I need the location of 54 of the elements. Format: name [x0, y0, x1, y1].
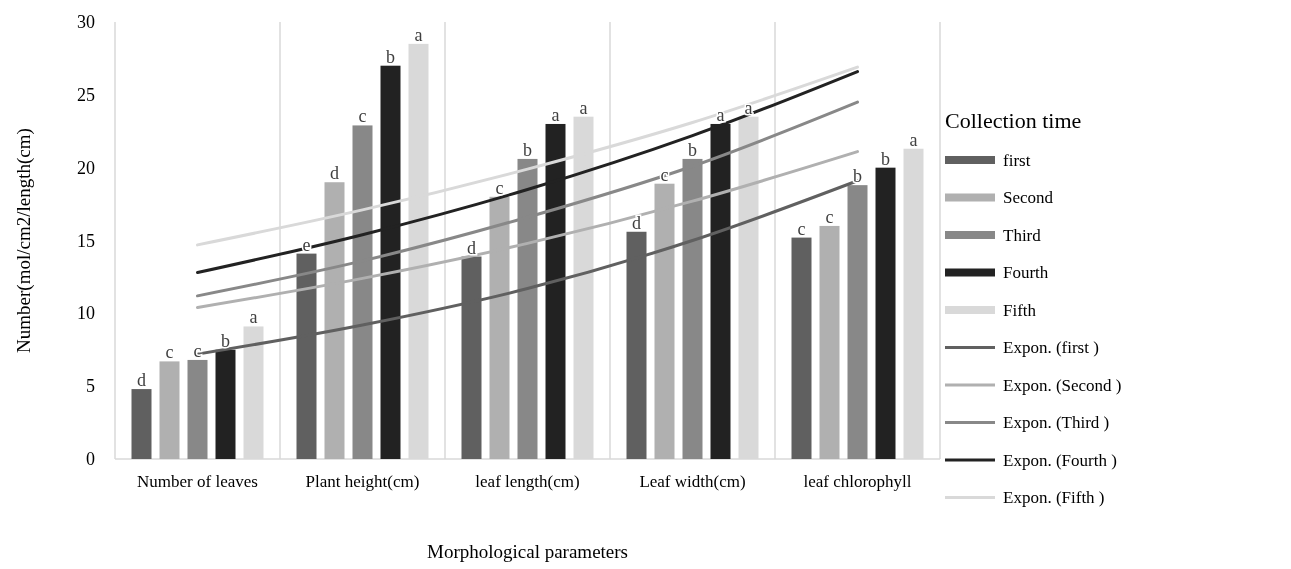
x-tick-label: Leaf width(cm) [639, 472, 746, 491]
legend-title: Collection time [945, 107, 1082, 133]
legend-label: Expon. (Third ) [1003, 413, 1110, 433]
data-label: c [495, 177, 504, 198]
bar [819, 225, 840, 459]
data-label: b [386, 46, 395, 67]
x-tick-label: Plant height(cm) [305, 472, 420, 491]
data-label: b [688, 139, 697, 160]
data-label: d [632, 212, 641, 233]
legend-label: Third [1003, 225, 1042, 245]
data-label: c [825, 206, 834, 227]
data-label: a [249, 307, 258, 328]
legend-label: Expon. (first ) [1003, 338, 1099, 358]
y-tick-label: 30 [77, 12, 95, 32]
data-label: a [579, 97, 588, 118]
data-label: b [881, 148, 890, 169]
y-tick-label: 0 [86, 449, 95, 469]
y-tick-label: 15 [77, 230, 95, 251]
data-label: c [797, 218, 806, 239]
y-tick-label: 25 [77, 84, 95, 105]
bar [187, 359, 208, 459]
bar [215, 349, 236, 459]
y-tick-label: 5 [86, 376, 95, 397]
legend-label: first [1003, 150, 1031, 170]
bar [847, 185, 868, 459]
x-tick-label: Number of leaves [137, 472, 258, 491]
data-label: b [221, 330, 230, 351]
data-label: a [909, 129, 918, 150]
legend-label: Fourth [1003, 263, 1049, 283]
y-axis-title: Number(mol/cm2/length(cm) [13, 128, 35, 353]
legend-label: Expon. (Fifth ) [1003, 488, 1105, 508]
legend-label: Expon. (Fourth ) [1003, 450, 1117, 470]
data-label: b [523, 139, 532, 160]
data-label: d [467, 237, 476, 258]
x-tick-label: leaf length(cm) [475, 472, 580, 491]
bar [159, 361, 180, 459]
data-label: a [551, 104, 560, 125]
data-label: a [716, 104, 725, 125]
bar [875, 167, 896, 459]
data-label: d [137, 370, 146, 391]
y-tick-label: 10 [77, 303, 95, 324]
bar [131, 389, 152, 459]
legend-label: Expon. (Second ) [1003, 375, 1122, 395]
y-tick-label: 20 [77, 157, 95, 178]
legend-label: Second [1003, 188, 1054, 208]
bar [791, 237, 812, 459]
x-tick-label: leaf chlorophyll [803, 472, 912, 491]
data-label: a [414, 24, 423, 45]
x-axis-title: Morphological parameters [426, 541, 629, 562]
data-label: c [165, 342, 174, 363]
data-label: d [330, 163, 339, 184]
legend-label: Fifth [1003, 300, 1037, 320]
data-label: c [358, 106, 367, 127]
data-label: a [744, 97, 753, 118]
